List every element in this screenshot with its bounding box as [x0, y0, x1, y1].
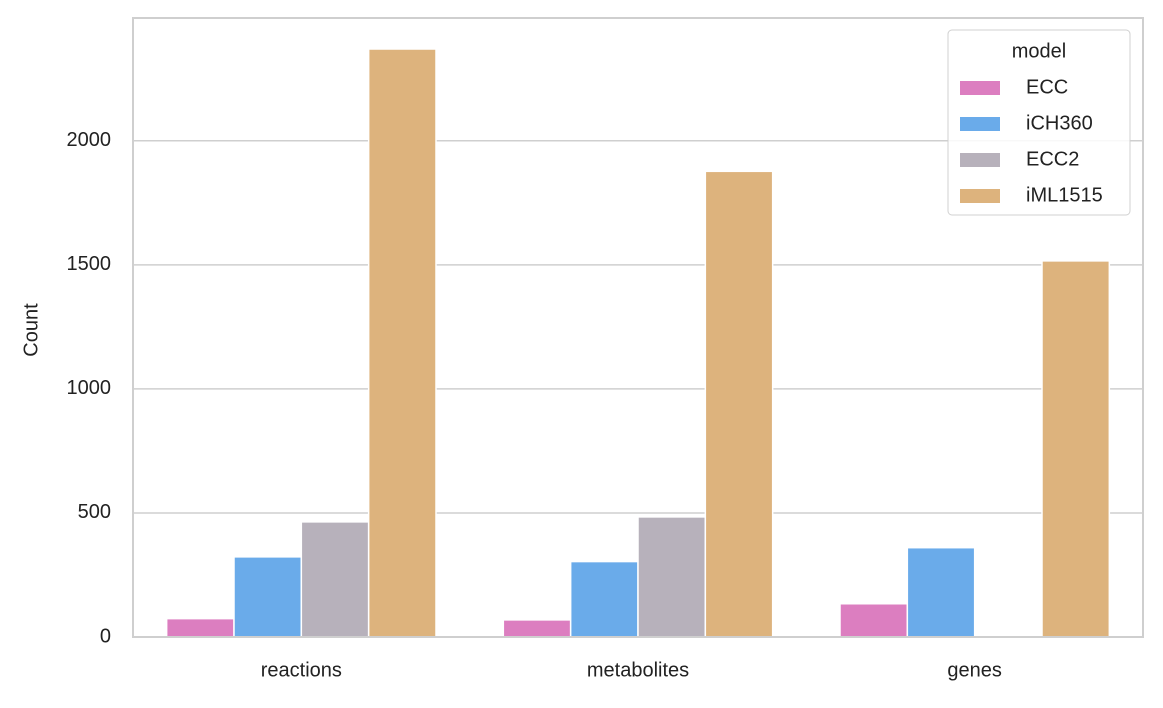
y-axis-label: Count [20, 303, 42, 357]
legend-swatch [960, 81, 1000, 95]
bar [165, 617, 235, 638]
y-tick-label: 0 [100, 625, 111, 647]
y-tick-label: 1500 [67, 253, 112, 275]
x-tick-label: metabolites [587, 659, 689, 681]
bar [704, 170, 774, 638]
legend-swatch [960, 153, 1000, 167]
legend-box [947, 29, 1131, 216]
legend-label: iML1515 [1026, 184, 1103, 206]
legend-label: ECC [1026, 76, 1068, 98]
y-tick-label: 2000 [67, 129, 112, 151]
bar [233, 556, 303, 638]
bar [569, 560, 639, 638]
y-tick-label: 1000 [67, 377, 112, 399]
bar [637, 516, 707, 638]
legend-swatch [960, 117, 1000, 131]
bar [367, 48, 437, 638]
bar [906, 546, 976, 638]
legend-label: ECC2 [1026, 148, 1079, 170]
bar [502, 619, 572, 638]
y-tick-label: 500 [78, 501, 111, 523]
bar [839, 603, 909, 638]
bar [1041, 260, 1111, 638]
legend-label: iCH360 [1026, 112, 1093, 134]
plot-frame [132, 17, 1144, 638]
x-tick-label: genes [947, 659, 1002, 681]
legend-title: model [1012, 40, 1066, 62]
legend: model ECC iCH360 ECC2 iML1515 [947, 29, 1131, 216]
bar [300, 521, 370, 638]
legend-swatch [960, 189, 1000, 203]
x-tick-label: reactions [261, 659, 342, 681]
